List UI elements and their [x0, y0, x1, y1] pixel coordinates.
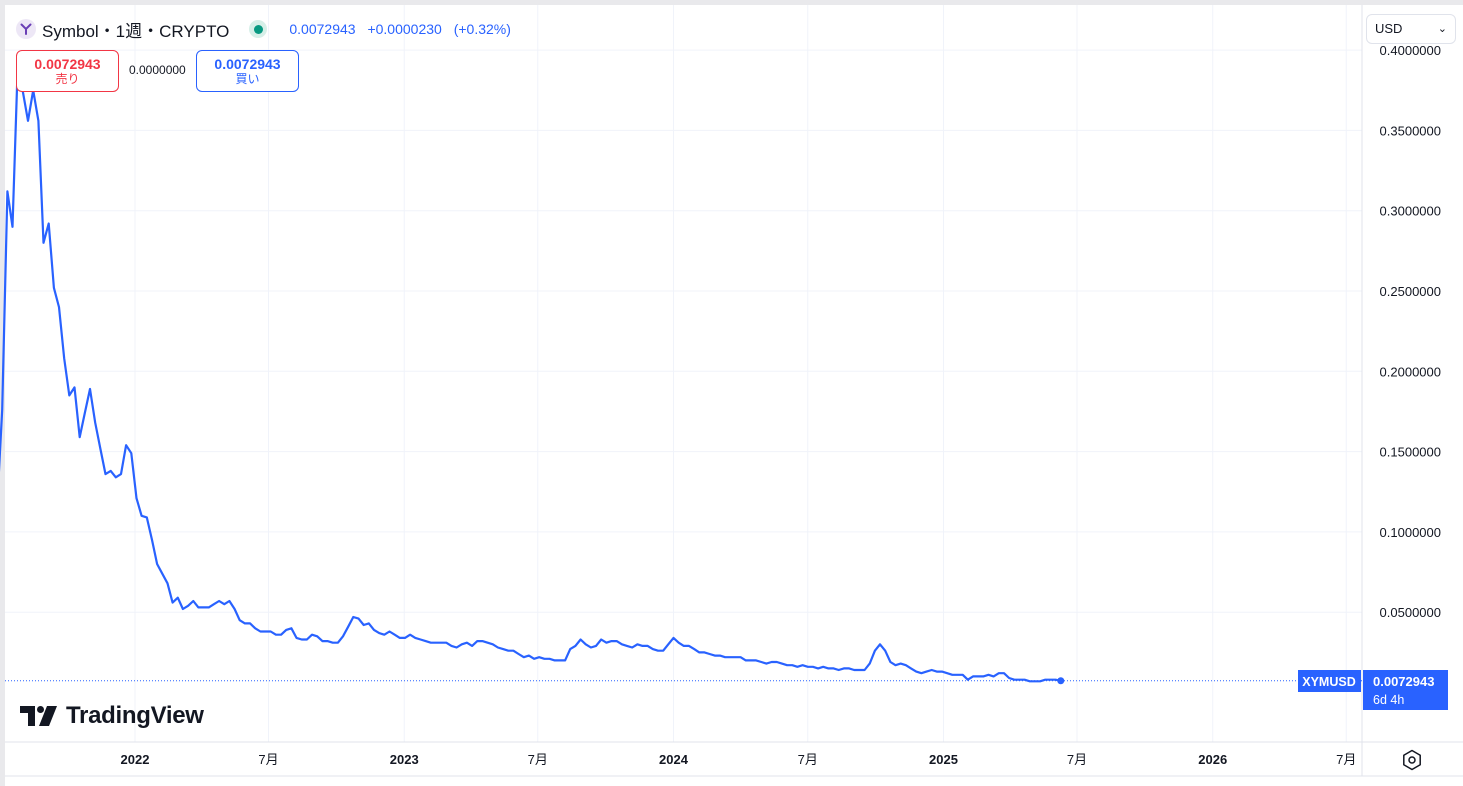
sell-price: 0.0072943	[34, 56, 101, 72]
grid	[5, 5, 1362, 742]
time-axis-tick-label: 2026	[1198, 752, 1227, 767]
spread-value: 0.0000000	[129, 63, 186, 77]
currency-select[interactable]: USD ⌄	[1366, 14, 1456, 44]
price-axis-tick-label: 0.4000000	[1380, 43, 1441, 58]
time-axis-tick-label: 7月	[258, 752, 278, 767]
brand-name: TradingView	[66, 702, 204, 729]
buy-label: 買い	[235, 72, 260, 86]
last-price-dot	[1057, 677, 1065, 685]
price-axis: 0.0500000 0.1000000 0.1500000 0.2000000 0.25…	[1380, 43, 1441, 620]
price-change: +0.0000230	[367, 21, 442, 37]
price-tag-bg	[1363, 670, 1448, 710]
price-axis-tick-label: 0.3500000	[1380, 123, 1441, 138]
time-axis-tick-label: 7月	[1336, 752, 1356, 767]
time-axis-tick-label: 7月	[798, 752, 818, 767]
buy-price: 0.0072943	[214, 56, 281, 72]
time-axis: 2022 7月 2023 7月 2024 7月 2025 7月 2026 7月	[121, 752, 1357, 767]
ticker-tag-bg	[1298, 670, 1361, 692]
settings-icon[interactable]	[1401, 749, 1423, 771]
market-status-icon[interactable]	[249, 20, 268, 38]
last-price: 0.0072943	[289, 21, 356, 37]
chart-legend: Symbol・1週・CRYPTO 0.0072943 +0.0000230 (+…	[16, 16, 519, 42]
buy-button[interactable]: 0.0072943 買い	[196, 50, 299, 92]
price-axis-tick-label: 0.1000000	[1380, 525, 1441, 540]
price-axis-tick-label: 0.0500000	[1380, 605, 1441, 620]
time-axis-tick-label: 7月	[528, 752, 548, 767]
chevron-down-icon: ⌄	[1437, 23, 1447, 35]
currency-value: USD	[1375, 21, 1403, 36]
price-change-percent: (+0.32%)	[453, 21, 511, 37]
price-line-series	[0, 65, 1062, 683]
symbol-logo-icon	[16, 19, 36, 39]
ticker-tag-label: XYMUSD	[1302, 675, 1355, 689]
tradingview-logo-icon	[20, 706, 57, 726]
price-tag: XYMUSD 0.0072943 6d 4h	[1298, 670, 1448, 710]
time-axis-tick-label: 2022	[121, 752, 150, 767]
price-quote: 0.0072943 +0.0000230 (+0.32%)	[289, 21, 519, 37]
price-axis-tick-label: 0.3000000	[1380, 204, 1441, 219]
price-axis-tick-label: 0.2500000	[1380, 284, 1441, 299]
price-axis-tick-label: 0.1500000	[1380, 445, 1441, 460]
sell-button[interactable]: 0.0072943 売り	[16, 50, 119, 92]
time-axis-tick-label: 2025	[929, 752, 958, 767]
time-axis-tick-label: 2024	[659, 752, 689, 767]
price-tag-value: 0.0072943	[1373, 674, 1434, 689]
time-axis-tick-label: 7月	[1067, 752, 1087, 767]
sell-label: 売り	[55, 72, 80, 86]
price-tag-countdown: 6d 4h	[1373, 693, 1404, 707]
tradingview-logo[interactable]: TradingView	[20, 702, 204, 730]
time-axis-tick-label: 2023	[390, 752, 419, 767]
price-axis-tick-label: 0.2000000	[1380, 364, 1441, 379]
symbol-title[interactable]: Symbol・1週・CRYPTO	[42, 21, 230, 41]
